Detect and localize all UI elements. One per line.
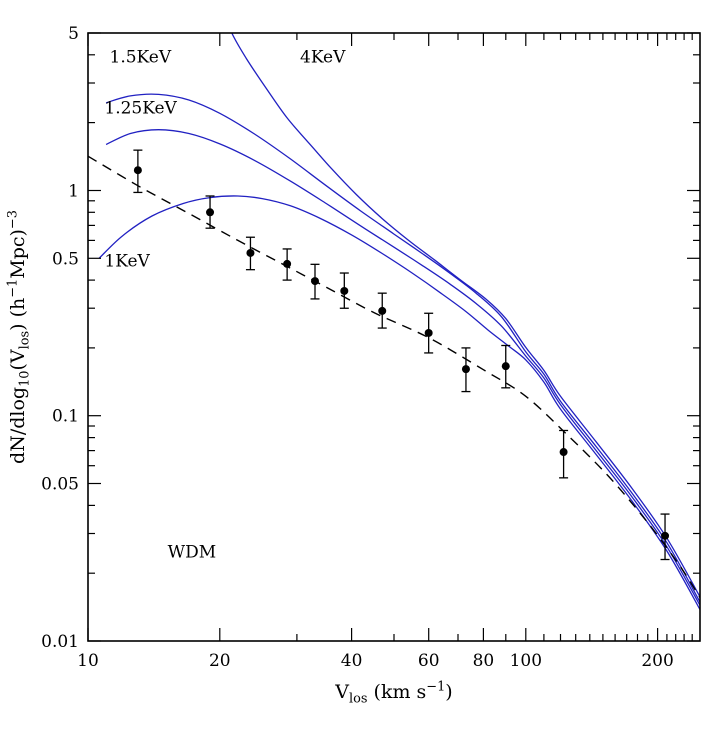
x-tick-label: 200 (641, 651, 673, 671)
data-point-marker (206, 208, 215, 217)
y-tick-label: 0.5 (52, 249, 79, 269)
x-axis-title: Vlos (km s−1) (334, 679, 452, 706)
axis-label-part: V (334, 681, 349, 703)
axis-label-part: (km s (368, 681, 427, 703)
data-point-marker (378, 306, 387, 315)
data-point-marker (283, 259, 292, 268)
y-axis-title: dN/dlog10(Vlos) (h−1Mpc)−3 (5, 210, 32, 464)
data-points-group (133, 149, 670, 561)
axis-label-part: (V (7, 349, 29, 370)
x-tick-label: 60 (418, 651, 440, 671)
axis-label-part: Mpc) (7, 229, 29, 279)
label-4kev: 4KeV (300, 48, 346, 68)
axis-label-part: los (349, 692, 368, 707)
axis-label-part: −1 (5, 279, 20, 298)
data-point-2 (205, 195, 215, 229)
curve-1.5kev (105, 93, 700, 603)
label-wdm: WDM (168, 542, 217, 562)
y-tick-label: 0.01 (41, 632, 79, 652)
data-point-7 (377, 292, 387, 329)
axis-ticks (87, 32, 700, 642)
label-1kev: 1KeV (104, 251, 150, 271)
data-point-12 (660, 513, 670, 561)
x-tick-label: 20 (209, 651, 231, 671)
x-tick-label: 100 (510, 651, 542, 671)
label-1.5kev: 1.5KeV (110, 48, 172, 68)
y-tick-label: 1 (68, 182, 79, 202)
label-1.25kev: 1.25KeV (104, 98, 177, 118)
x-tick-label: 80 (473, 651, 495, 671)
x-tick-label: 40 (341, 651, 363, 671)
data-point-marker (661, 531, 670, 540)
axis-label-part: los (18, 331, 33, 350)
data-point-4 (282, 248, 292, 281)
data-point-3 (245, 236, 255, 271)
axis-label-part: 10 (18, 371, 33, 387)
data-point-6 (339, 272, 349, 309)
curve-4kev (231, 33, 700, 598)
data-point-10 (501, 344, 511, 389)
data-point-5 (310, 263, 320, 300)
data-point-1 (133, 149, 143, 194)
data-point-8 (424, 312, 434, 354)
axis-label-part: ) (h (7, 298, 29, 331)
axis-label-part: −1 (426, 679, 445, 694)
data-point-marker (340, 286, 349, 295)
data-point-9 (461, 347, 471, 393)
y-tick-label: 5 (68, 24, 79, 44)
y-tick-label: 0.05 (41, 475, 79, 495)
axis-label-part: ) (445, 681, 452, 703)
data-point-marker (461, 365, 470, 374)
axis-label-part: dN/dlog (7, 387, 29, 464)
data-point-marker (559, 448, 568, 457)
axis-label-part: −3 (5, 210, 20, 229)
y-tick-label: 0.1 (52, 407, 79, 427)
x-tick-label: 10 (77, 651, 99, 671)
curve-1.25kev (105, 129, 700, 606)
data-point-marker (424, 328, 433, 337)
data-point-marker (133, 166, 142, 175)
data-point-marker (246, 248, 255, 257)
data-point-11 (559, 429, 569, 479)
data-point-marker (310, 277, 319, 286)
curves-group (88, 33, 700, 610)
data-point-marker (501, 362, 510, 371)
curve-1kev (98, 195, 700, 610)
